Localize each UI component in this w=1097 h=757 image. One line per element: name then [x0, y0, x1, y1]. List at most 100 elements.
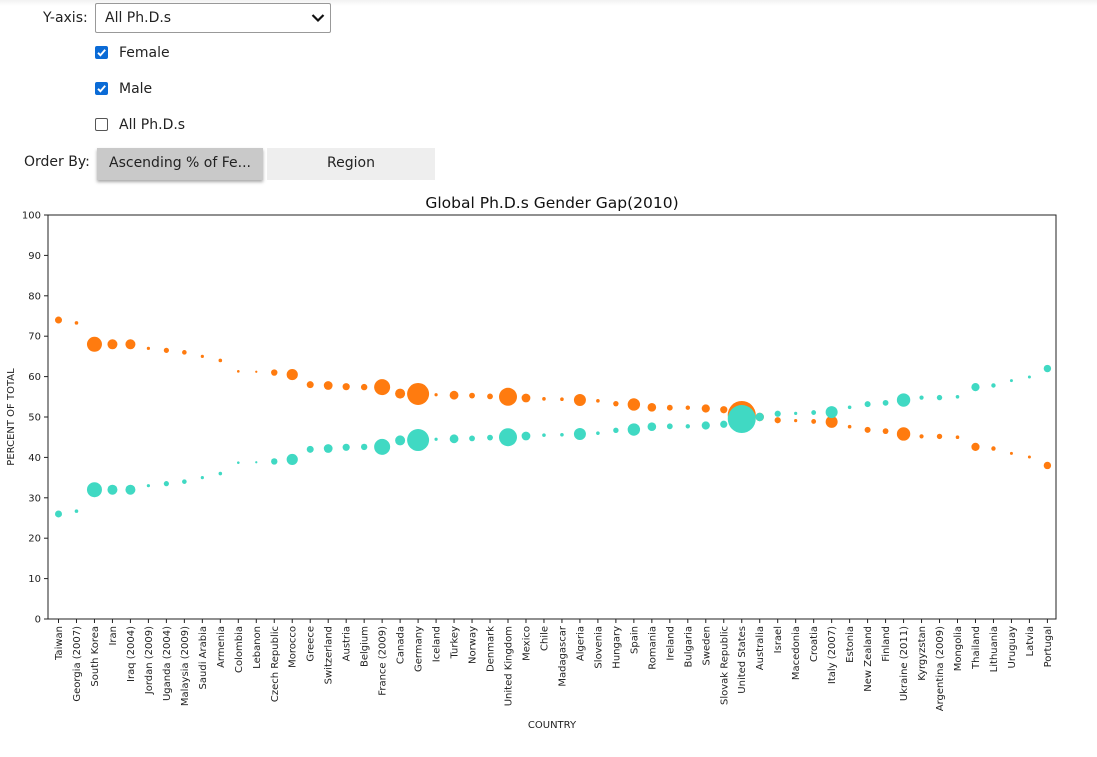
x-tick-label: Sweden [701, 626, 712, 666]
x-axis-title: COUNTRY [528, 720, 577, 731]
x-tick-label: Iraq (2004) [126, 626, 137, 682]
y-axis-title: PERCENT OF TOTAL [6, 368, 17, 466]
male-point [74, 321, 79, 325]
male-point [794, 419, 798, 423]
male-point [434, 393, 438, 397]
female-point [395, 435, 406, 446]
x-tick-label: Croatia [809, 626, 820, 662]
female-point [286, 453, 298, 466]
male-checkbox-box[interactable] [95, 82, 108, 95]
male-point [627, 398, 641, 411]
female-point [521, 431, 531, 441]
male-point [200, 354, 204, 358]
x-tick-label: Hungary [611, 626, 622, 669]
x-tick-label: Lithuania [989, 626, 1000, 672]
x-tick-label: Austria [342, 626, 353, 661]
order-ascending-female-button[interactable]: Ascending % of Fe... [97, 148, 263, 180]
x-tick-label: Ukraine (2011) [899, 626, 910, 701]
order-region-button[interactable]: Region [267, 148, 435, 180]
female-point [936, 394, 943, 401]
x-tick-label: Macedonia [791, 626, 802, 680]
male-point [971, 442, 980, 451]
female-point [955, 395, 960, 399]
male-point [323, 381, 333, 390]
female-point [163, 481, 169, 487]
female-point [991, 383, 996, 388]
x-tick-label: Ireland [665, 626, 676, 661]
male-point [286, 368, 298, 381]
female-point [323, 444, 333, 453]
female-point [146, 484, 150, 488]
female-checkbox-label: Female [119, 45, 170, 61]
x-tick-label: Uganda (2004) [162, 626, 173, 701]
female-point [255, 461, 258, 464]
male-point [255, 370, 258, 373]
y-tick-label: 30 [28, 493, 41, 504]
y-axis-label: Y-axis: [43, 10, 88, 26]
x-tick-label: Australia [755, 626, 766, 670]
female-point [666, 423, 673, 430]
x-tick-label: Norway [468, 626, 479, 664]
x-tick-label: United States [737, 626, 748, 694]
x-tick-label: Slovak Republic [719, 626, 730, 705]
male-point [573, 394, 586, 407]
female-checkbox-box[interactable] [95, 46, 108, 59]
y-tick-label: 40 [28, 453, 41, 464]
male-point [306, 381, 314, 389]
female-point [86, 482, 102, 498]
x-tick-label: Chile [539, 626, 550, 651]
x-tick-label: Madagascar [557, 625, 568, 687]
male-point [666, 404, 673, 411]
male-point [919, 434, 924, 439]
female-point [125, 484, 136, 495]
y-tick-label: 90 [28, 251, 41, 262]
male-point [374, 379, 391, 396]
x-tick-label: New Zealand [863, 626, 874, 692]
male-point [560, 397, 564, 402]
x-tick-label: Kyrgyzstan [917, 626, 928, 681]
all-phds-checkbox-box[interactable] [95, 118, 108, 131]
x-tick-label: Thailand [971, 626, 982, 670]
female-point [847, 405, 852, 410]
female-point [434, 437, 438, 441]
x-tick-label: Jordan (2009) [144, 626, 155, 695]
female-point [613, 427, 619, 434]
male-point [125, 339, 136, 350]
female-point [864, 401, 871, 408]
x-tick-label: Taiwan [54, 626, 65, 661]
female-point [794, 411, 798, 415]
female-point [701, 421, 710, 430]
female-point [811, 410, 817, 415]
y-tick-label: 0 [35, 615, 41, 626]
male-point [847, 424, 852, 429]
female-point [685, 424, 690, 429]
top-bar [0, 0, 1097, 6]
x-tick-label: Georgia (2007) [72, 626, 83, 702]
x-tick-label: Malaysia (2009) [180, 626, 191, 706]
male-point [499, 387, 517, 406]
male-point [360, 383, 368, 391]
female-point [560, 432, 564, 437]
male-point [1009, 451, 1013, 455]
female-point [720, 420, 728, 428]
male-point [647, 403, 657, 412]
x-tick-label: Canada [396, 626, 407, 664]
female-point [825, 406, 838, 419]
male-point [864, 426, 871, 433]
male-point [1043, 461, 1052, 470]
y-axis-select[interactable]: All Ph.D.s [95, 3, 331, 33]
male-point [955, 435, 960, 439]
male-point [271, 369, 278, 376]
female-point [919, 395, 924, 400]
female-point [55, 510, 62, 518]
x-tick-label: Greece [306, 626, 317, 662]
female-point [499, 428, 517, 447]
x-tick-label: Mongolia [953, 626, 964, 671]
male-point [182, 350, 187, 355]
x-tick-label: Argentina (2009) [935, 626, 946, 711]
x-tick-label: Colombia [234, 626, 245, 673]
female-point [596, 431, 600, 435]
y-axis-select-value: All Ph.D.s [105, 10, 172, 26]
plot-frame [47, 214, 1057, 620]
x-tick-label: Spain [629, 626, 640, 654]
